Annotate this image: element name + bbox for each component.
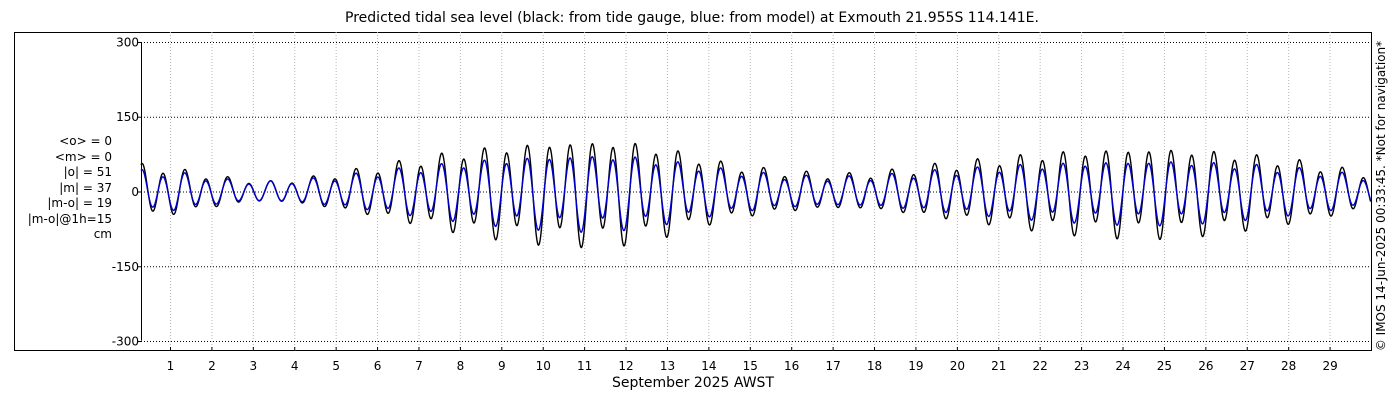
x-tick-label: 23	[1074, 359, 1089, 373]
stat-line: |m-o| = 19	[47, 196, 112, 210]
x-tick-label: 28	[1281, 359, 1296, 373]
x-tick-label: 25	[1157, 359, 1172, 373]
x-tick-label: 22	[1033, 359, 1048, 373]
x-tick-label: 3	[249, 359, 257, 373]
stat-line: <m> = 0	[54, 149, 112, 164]
credit-text: © IMOS 14-Jun-2025 00:33:45. *Not for na…	[1374, 40, 1388, 352]
stat-line: |m| = 37	[59, 180, 112, 195]
stat-units: cm	[93, 227, 112, 241]
x-tick-label: 9	[498, 359, 506, 373]
x-tick-label: 12	[618, 359, 633, 373]
stat-line: |o| = 51	[63, 165, 112, 179]
x-tick-label: 11	[577, 359, 592, 373]
plot-frame	[14, 32, 1372, 351]
x-tick-label: 2	[208, 359, 216, 373]
x-tick-label: 15	[743, 359, 758, 373]
statistics-panel: <o> = 0 <m> = 0 |o| = 51 |m| = 37 |m-o| …	[0, 134, 112, 243]
x-tick-label: 6	[374, 359, 382, 373]
chart-title: Predicted tidal sea level (black: from t…	[345, 10, 1039, 26]
x-tick-label: 19	[908, 359, 923, 373]
x-tick-label: 27	[1240, 359, 1255, 373]
model-series-line	[140, 155, 1372, 233]
x-tick-label: 26	[1198, 359, 1213, 373]
x-tick-label: 7	[415, 359, 423, 373]
series-layer	[140, 142, 1372, 249]
x-tick-label: 24	[1115, 359, 1130, 373]
y-tick-label: 150	[116, 110, 139, 124]
y-tick-label: -300	[112, 335, 139, 349]
x-tick-label: 13	[660, 359, 675, 373]
x-tick-label: 1	[167, 359, 175, 373]
stat-line: |m-o|@1h=15	[27, 211, 112, 226]
x-tick-label: 10	[536, 359, 551, 373]
y-tick-label: 300	[116, 35, 139, 49]
x-tick-label: 21	[991, 359, 1006, 373]
axes: 1 2 3 4 5 6 7 8 9 10 11 12 13 14 15 16 17 18 19 20 21 22 23 24 2…	[112, 35, 1338, 373]
x-tick-label: 29	[1322, 359, 1337, 373]
x-tick-label: 5	[332, 359, 340, 373]
x-tick-label: 14	[701, 359, 716, 373]
x-tick-label: 16	[784, 359, 799, 373]
x-tick-label: 8	[457, 359, 465, 373]
y-tick-label: 0	[131, 185, 139, 199]
stat-line: <o> = 0	[59, 134, 112, 148]
x-axis-label: September 2025 AWST	[611, 375, 774, 391]
x-tick-label: 17	[825, 359, 840, 373]
x-tick-label: 4	[291, 359, 299, 373]
x-tick-label: 18	[867, 359, 882, 373]
x-tick-label: 20	[950, 359, 965, 373]
y-tick-label: -150	[112, 260, 139, 274]
